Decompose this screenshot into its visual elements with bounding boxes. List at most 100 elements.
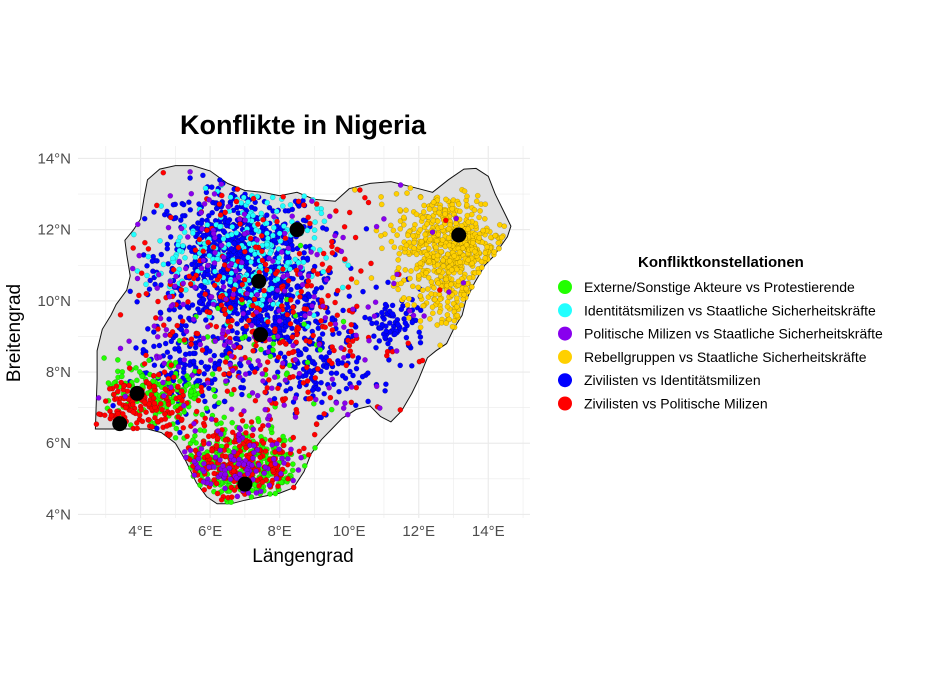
conflict-point-politische-milizen-vs-staatliche-sicherheitskr-fte: [181, 448, 188, 455]
conflict-point-zivilisten-vs-politische-milizen: [170, 266, 177, 273]
conflict-point-politische-milizen-vs-staatliche-sicherheitskr-fte: [306, 310, 313, 317]
conflict-point-rebellgruppen-vs-staatliche-sicherheitskr-fte: [453, 266, 460, 273]
conflict-point-zivilisten-vs-politische-milizen: [290, 309, 297, 315]
conflict-point-zivilisten-vs-politische-milizen: [116, 400, 123, 406]
conflict-point-politische-milizen-vs-staatliche-sicherheitskr-fte: [236, 431, 242, 438]
conflict-point-identit-tsmilizen-vs-staatliche-sicherheitskr-fte: [321, 218, 328, 225]
conflict-point-zivilisten-vs-identit-tsmilizen: [206, 348, 213, 354]
conflict-point-rebellgruppen-vs-staatliche-sicherheitskr-fte: [378, 194, 384, 200]
conflict-point-zivilisten-vs-identit-tsmilizen: [340, 307, 346, 314]
conflict-point-zivilisten-vs-politische-milizen: [305, 278, 312, 284]
legend-key: [558, 303, 572, 318]
conflict-point-politische-milizen-vs-staatliche-sicherheitskr-fte: [162, 332, 169, 339]
conflict-point-zivilisten-vs-identit-tsmilizen: [168, 338, 175, 345]
conflict-point-zivilisten-vs-politische-milizen: [290, 434, 297, 441]
conflict-point-politische-milizen-vs-staatliche-sicherheitskr-fte: [217, 447, 223, 454]
conflict-point-zivilisten-vs-politische-milizen: [170, 374, 177, 381]
conflict-point-zivilisten-vs-politische-milizen: [193, 408, 200, 415]
conflict-point-rebellgruppen-vs-staatliche-sicherheitskr-fte: [421, 202, 427, 209]
x-axis-ticks: 4°E 6°E 8°E 10°E 12°E 14°E: [128, 523, 504, 540]
conflict-point-zivilisten-vs-identit-tsmilizen: [150, 268, 156, 275]
conflict-point-zivilisten-vs-politische-milizen: [213, 480, 220, 487]
conflict-point-zivilisten-vs-politische-milizen: [333, 208, 339, 214]
conflict-point-politische-milizen-vs-staatliche-sicherheitskr-fte: [157, 315, 164, 322]
conflict-point-rebellgruppen-vs-staatliche-sicherheitskr-fte: [453, 303, 460, 310]
x-tick-label: 14°E: [472, 523, 505, 540]
conflict-point-zivilisten-vs-identit-tsmilizen: [346, 293, 353, 300]
conflict-point-rebellgruppen-vs-staatliche-sicherheitskr-fte: [451, 253, 458, 259]
city-marker: [129, 385, 145, 401]
conflict-point-zivilisten-vs-politische-milizen: [149, 424, 155, 430]
conflict-point-zivilisten-vs-politische-milizen: [255, 221, 261, 227]
legend-key: [558, 349, 572, 364]
conflict-point-politische-milizen-vs-staatliche-sicherheitskr-fte: [200, 257, 207, 264]
conflict-point-identit-tsmilizen-vs-staatliche-sicherheitskr-fte: [217, 223, 223, 230]
conflict-point-identit-tsmilizen-vs-staatliche-sicherheitskr-fte: [277, 238, 284, 244]
conflict-point-politische-milizen-vs-staatliche-sicherheitskr-fte: [168, 303, 175, 310]
conflict-point-politische-milizen-vs-staatliche-sicherheitskr-fte: [326, 384, 332, 391]
conflict-point-rebellgruppen-vs-staatliche-sicherheitskr-fte: [428, 291, 435, 297]
conflict-point-zivilisten-vs-identit-tsmilizen: [141, 215, 148, 222]
conflict-point-externe-sonstige-akteure-vs-protestierende: [119, 373, 125, 380]
conflict-point-zivilisten-vs-identit-tsmilizen: [228, 245, 235, 252]
conflict-point-externe-sonstige-akteure-vs-protestierende: [239, 335, 245, 342]
conflict-point-zivilisten-vs-politische-milizen: [202, 415, 208, 422]
conflict-point-rebellgruppen-vs-staatliche-sicherheitskr-fte: [434, 261, 441, 268]
conflict-point-identit-tsmilizen-vs-staatliche-sicherheitskr-fte: [250, 212, 256, 219]
conflict-point-identit-tsmilizen-vs-staatliche-sicherheitskr-fte: [245, 254, 251, 261]
conflict-point-identit-tsmilizen-vs-staatliche-sicherheitskr-fte: [229, 223, 235, 230]
conflict-point-zivilisten-vs-politische-milizen: [120, 411, 126, 417]
conflict-point-politische-milizen-vs-staatliche-sicherheitskr-fte: [274, 333, 281, 340]
conflict-point-rebellgruppen-vs-staatliche-sicherheitskr-fte: [484, 244, 490, 250]
legend-label: Identitätsmilizen vs Staatliche Sicherhe…: [584, 302, 876, 318]
city-marker: [112, 416, 128, 432]
conflict-point-identit-tsmilizen-vs-staatliche-sicherheitskr-fte: [240, 194, 247, 201]
conflict-point-zivilisten-vs-politische-milizen: [214, 490, 221, 497]
conflict-point-rebellgruppen-vs-staatliche-sicherheitskr-fte: [351, 187, 358, 193]
conflict-point-zivilisten-vs-politische-milizen: [262, 448, 269, 455]
conflict-point-zivilisten-vs-identit-tsmilizen: [285, 304, 291, 311]
conflict-point-politische-milizen-vs-staatliche-sicherheitskr-fte: [166, 293, 173, 300]
conflict-point-rebellgruppen-vs-staatliche-sicherheitskr-fte: [461, 188, 468, 194]
conflict-point-zivilisten-vs-politische-milizen: [180, 424, 187, 431]
conflict-point-zivilisten-vs-politische-milizen: [221, 371, 227, 378]
conflict-point-zivilisten-vs-politische-milizen: [155, 371, 162, 378]
conflict-point-zivilisten-vs-politische-milizen: [247, 235, 254, 242]
conflict-point-zivilisten-vs-identit-tsmilizen: [187, 175, 193, 181]
conflict-point-zivilisten-vs-identit-tsmilizen: [306, 354, 312, 361]
conflict-point-zivilisten-vs-identit-tsmilizen: [350, 372, 356, 379]
conflict-point-politische-milizen-vs-staatliche-sicherheitskr-fte: [282, 377, 289, 384]
conflict-point-zivilisten-vs-identit-tsmilizen: [300, 217, 307, 223]
conflict-point-zivilisten-vs-identit-tsmilizen: [190, 358, 197, 365]
conflict-point-politische-milizen-vs-staatliche-sicherheitskr-fte: [269, 442, 276, 448]
conflict-point-zivilisten-vs-politische-milizen: [143, 352, 149, 359]
conflict-point-zivilisten-vs-politische-milizen: [259, 248, 265, 255]
conflict-point-zivilisten-vs-identit-tsmilizen: [323, 226, 330, 232]
conflict-point-zivilisten-vs-identit-tsmilizen: [373, 284, 380, 291]
conflict-point-zivilisten-vs-politische-milizen: [249, 432, 256, 439]
conflict-point-externe-sonstige-akteure-vs-protestierende: [197, 427, 203, 433]
conflict-point-zivilisten-vs-politische-milizen: [251, 296, 258, 303]
conflict-point-rebellgruppen-vs-staatliche-sicherheitskr-fte: [417, 293, 424, 299]
conflict-point-rebellgruppen-vs-staatliche-sicherheitskr-fte: [425, 214, 432, 220]
conflict-point-rebellgruppen-vs-staatliche-sicherheitskr-fte: [353, 279, 360, 286]
conflict-point-externe-sonstige-akteure-vs-protestierende: [255, 418, 262, 425]
conflict-point-zivilisten-vs-politische-milizen: [296, 448, 303, 455]
conflict-point-rebellgruppen-vs-staatliche-sicherheitskr-fte: [471, 207, 478, 213]
conflict-point-rebellgruppen-vs-staatliche-sicherheitskr-fte: [410, 232, 416, 239]
conflict-point-zivilisten-vs-politische-milizen: [285, 475, 291, 482]
conflict-point-zivilisten-vs-politische-milizen: [161, 369, 168, 375]
conflict-point-politische-milizen-vs-staatliche-sicherheitskr-fte: [344, 411, 351, 418]
conflict-point-zivilisten-vs-politische-milizen: [280, 266, 286, 272]
conflict-point-zivilisten-vs-identit-tsmilizen: [365, 398, 371, 405]
conflict-point-zivilisten-vs-identit-tsmilizen: [363, 225, 370, 232]
conflict-point-politische-milizen-vs-staatliche-sicherheitskr-fte: [255, 357, 262, 364]
legend-label: Zivilisten vs Identitätsmilizen: [584, 372, 761, 388]
conflict-point-zivilisten-vs-identit-tsmilizen: [294, 284, 301, 291]
conflict-point-zivilisten-vs-politische-milizen: [134, 425, 140, 432]
conflict-point-politische-milizen-vs-staatliche-sicherheitskr-fte: [406, 307, 413, 314]
conflict-point-rebellgruppen-vs-staatliche-sicherheitskr-fte: [491, 249, 498, 255]
conflict-point-politische-milizen-vs-staatliche-sicherheitskr-fte: [365, 304, 372, 310]
conflict-point-rebellgruppen-vs-staatliche-sicherheitskr-fte: [398, 280, 404, 287]
conflict-point-zivilisten-vs-politische-milizen: [222, 453, 229, 460]
